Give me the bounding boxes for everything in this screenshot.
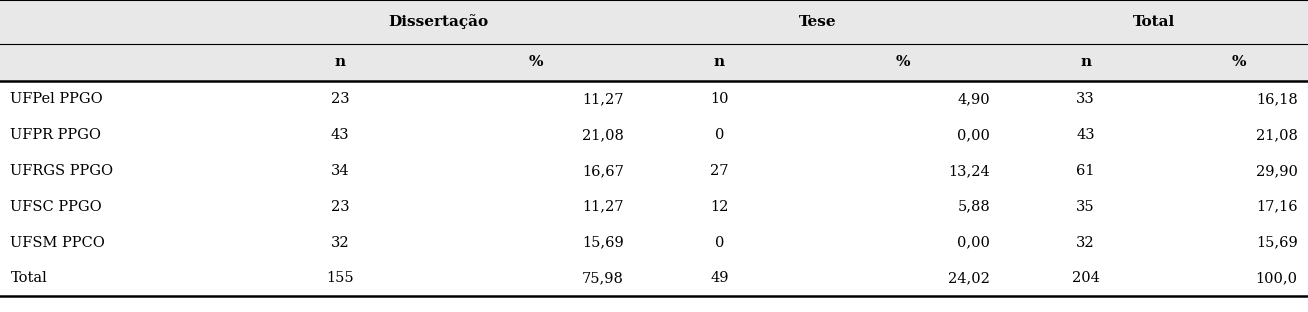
Bar [0,81,1308,117]
Text: 23: 23 [331,200,349,214]
Text: 100,0: 100,0 [1256,271,1298,285]
Text: 24,02: 24,02 [948,271,990,285]
Text: 49: 49 [710,271,729,285]
Text: n: n [335,56,345,69]
Bar [0,117,1308,153]
Text: 0: 0 [714,128,725,142]
Text: 21,08: 21,08 [582,128,624,142]
Text: 21,08: 21,08 [1256,128,1298,142]
Text: UFPR PPGO: UFPR PPGO [10,128,102,142]
Text: 33: 33 [1076,92,1095,106]
Text: UFRGS PPGO: UFRGS PPGO [10,164,114,178]
Text: 23: 23 [331,92,349,106]
Text: 15,69: 15,69 [1256,236,1298,250]
Text: 4,90: 4,90 [957,92,990,106]
Text: 0,00: 0,00 [957,128,990,142]
Text: UFSM PPCO: UFSM PPCO [10,236,106,250]
Text: 5,88: 5,88 [957,200,990,214]
Text: Total: Total [1133,15,1176,29]
Text: 204: 204 [1071,271,1100,285]
Text: 15,69: 15,69 [582,236,624,250]
Bar [0,0,1308,44]
Bar [0,189,1308,225]
Text: 10: 10 [710,92,729,106]
Text: 155: 155 [326,271,354,285]
Text: 0,00: 0,00 [957,236,990,250]
Text: n: n [714,56,725,69]
Text: n: n [1080,56,1091,69]
Text: 34: 34 [331,164,349,178]
Text: 43: 43 [1076,128,1095,142]
Text: 16,67: 16,67 [582,164,624,178]
Text: Total: Total [10,271,47,285]
Text: %: % [895,56,910,69]
Bar [0,44,1308,81]
Text: %: % [528,56,544,69]
Text: 17,16: 17,16 [1256,200,1298,214]
Text: 32: 32 [331,236,349,250]
Text: 11,27: 11,27 [582,92,624,106]
Text: 61: 61 [1076,164,1095,178]
Bar [0,225,1308,261]
Text: Dissertação: Dissertação [388,14,488,29]
Text: UFSC PPGO: UFSC PPGO [10,200,102,214]
Text: 29,90: 29,90 [1256,164,1298,178]
Text: 27: 27 [710,164,729,178]
Text: Tese: Tese [799,15,836,29]
Text: 12: 12 [710,200,729,214]
Text: UFPel PPGO: UFPel PPGO [10,92,103,106]
Text: 13,24: 13,24 [948,164,990,178]
Text: 16,18: 16,18 [1256,92,1298,106]
Text: 0: 0 [714,236,725,250]
Bar [0,261,1308,296]
Text: %: % [1232,56,1247,69]
Text: 11,27: 11,27 [582,200,624,214]
Bar [0,153,1308,189]
Text: 43: 43 [331,128,349,142]
Text: 75,98: 75,98 [582,271,624,285]
Text: 32: 32 [1076,236,1095,250]
Text: 35: 35 [1076,200,1095,214]
